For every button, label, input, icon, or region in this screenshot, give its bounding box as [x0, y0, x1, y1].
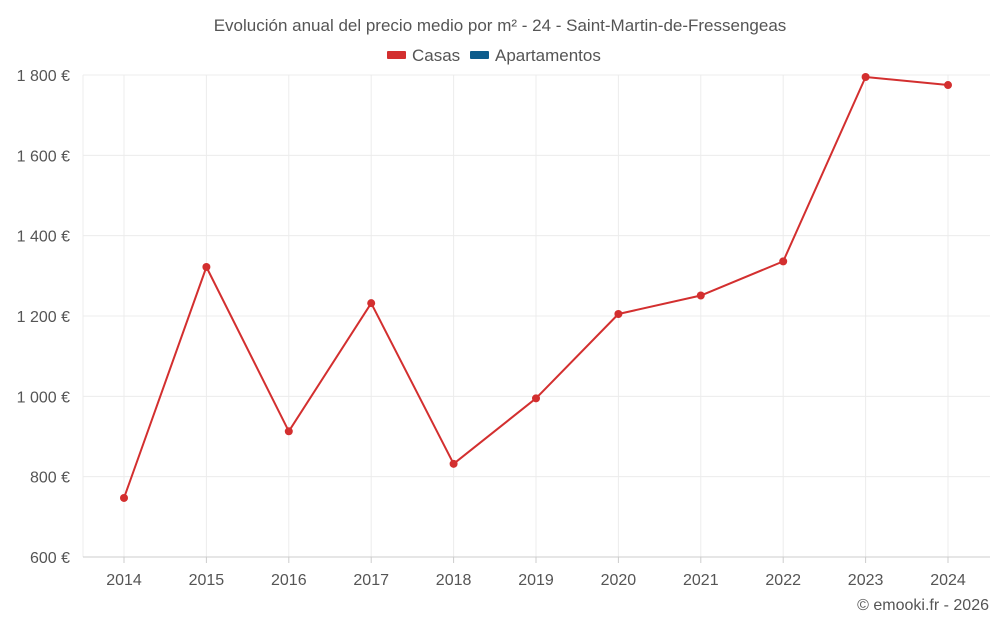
x-tick-label: 2021: [683, 572, 719, 589]
y-tick-label: 600 €: [30, 550, 70, 567]
x-tick-label: 2023: [848, 572, 884, 589]
x-tick-label: 2019: [518, 572, 554, 589]
x-tick-label: 2024: [930, 572, 966, 589]
x-tick-label: 2015: [189, 572, 225, 589]
legend-swatch: [387, 51, 406, 59]
data-point[interactable]: [367, 299, 376, 308]
data-point[interactable]: [120, 493, 128, 502]
y-tick-label: 800 €: [30, 470, 70, 487]
y-tick-label: 1 000 €: [17, 389, 70, 406]
x-tick-label: 2014: [106, 572, 142, 589]
credit-text: © emooki.fr - 2026: [857, 597, 989, 614]
x-axis-ticks: 2014 2015 2016 2017 2018 2019 2020 2021 2022 2023…: [106, 557, 966, 589]
data-point[interactable]: [532, 394, 540, 403]
data-point[interactable]: [861, 73, 870, 82]
legend: Casas Apartamentos: [387, 46, 601, 65]
data-point[interactable]: [696, 291, 705, 300]
x-tick-label: 2018: [436, 572, 472, 589]
x-tick-label: 2016: [271, 572, 307, 589]
y-tick-label: 1 200 €: [17, 309, 70, 326]
y-tick-label: 1 400 €: [17, 229, 70, 246]
legend-label[interactable]: Apartamentos: [495, 46, 601, 65]
x-tick-label: 2017: [353, 572, 389, 589]
data-point[interactable]: [944, 81, 952, 90]
series-layer: [120, 73, 952, 502]
data-point[interactable]: [284, 427, 293, 436]
y-axis-ticks: 600 € 800 € 1 000 € 1 200 € 1 400 € 1 600 € 1 …: [17, 68, 70, 567]
data-point[interactable]: [779, 257, 788, 266]
data-point[interactable]: [614, 309, 623, 318]
legend-label[interactable]: Casas: [412, 46, 460, 65]
x-tick-label: 2020: [601, 572, 637, 589]
legend-swatch: [470, 51, 489, 59]
chart-title: Evolución anual del precio medio por m² …: [214, 16, 787, 35]
data-point[interactable]: [202, 262, 211, 271]
y-tick-label: 1 600 €: [17, 148, 70, 165]
y-tick-label: 1 800 €: [17, 68, 70, 85]
data-point[interactable]: [449, 459, 458, 468]
x-tick-label: 2022: [765, 572, 801, 589]
